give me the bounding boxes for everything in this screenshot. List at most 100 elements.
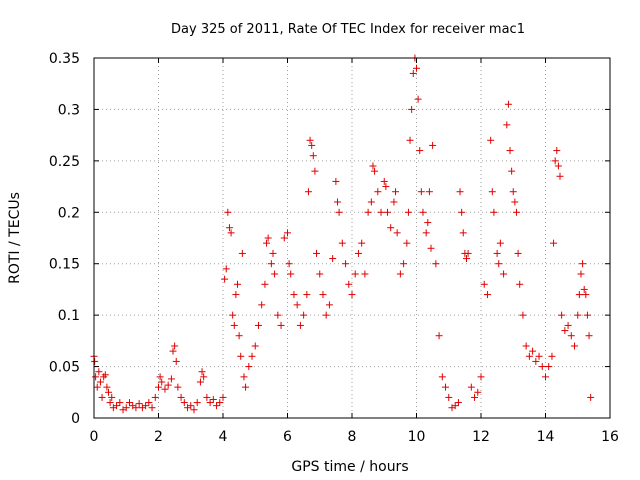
data-point [203, 393, 211, 401]
chart-title: Day 325 of 2011, Rate Of TEC Index for r… [171, 22, 525, 37]
data-point [535, 352, 543, 360]
data-point [304, 188, 312, 196]
data-point [254, 321, 262, 329]
data-point [222, 265, 230, 273]
data-point [155, 383, 162, 391]
data-point [93, 383, 101, 391]
data-point [371, 167, 379, 175]
data-point [506, 147, 514, 155]
data-point [493, 249, 501, 257]
data-point [91, 357, 99, 365]
data-point [158, 378, 166, 386]
data-point [169, 347, 177, 355]
data-point [171, 342, 179, 350]
data-point [308, 141, 316, 149]
data-point [98, 393, 106, 401]
data-point [174, 383, 182, 391]
data-point [404, 208, 412, 216]
data-point [442, 383, 450, 391]
data-point [403, 239, 411, 247]
data-point [267, 260, 275, 268]
data-point [464, 249, 472, 257]
data-point [329, 255, 337, 263]
y-axis-label: ROTI / TECUs [7, 192, 23, 284]
data-point [319, 291, 327, 299]
data-point [561, 327, 569, 335]
data-point [342, 260, 350, 268]
data-point [471, 393, 479, 401]
data-point [429, 141, 437, 149]
data-point [354, 249, 362, 257]
x-tick-label: 10 [408, 429, 426, 445]
data-point [293, 301, 301, 309]
data-point [574, 311, 582, 319]
data-point [580, 285, 588, 293]
data-point [132, 404, 140, 412]
data-point [235, 332, 243, 340]
x-tick-label: 4 [219, 429, 228, 445]
data-point [387, 224, 395, 232]
data-point [503, 121, 511, 129]
data-point [284, 229, 291, 237]
data-point [95, 368, 103, 376]
data-point [483, 291, 491, 299]
data-point [335, 208, 343, 216]
data-point [567, 332, 575, 340]
data-point [538, 363, 546, 371]
y-tick-label: 0.35 [49, 51, 80, 67]
y-tick-label: 0.05 [49, 360, 80, 376]
data-point [238, 249, 246, 257]
x-tick-label: 16 [601, 429, 619, 445]
data-point [514, 249, 522, 257]
data-point [113, 402, 121, 410]
data-point [413, 64, 420, 72]
x-tick-label: 0 [90, 429, 99, 445]
data-point [190, 406, 198, 414]
data-point [525, 352, 533, 360]
data-point [504, 100, 512, 108]
data-point [500, 270, 508, 278]
x-tick-label: 14 [537, 429, 555, 445]
data-point [358, 239, 366, 247]
data-point [582, 291, 590, 299]
data-point [148, 404, 156, 412]
data-point [516, 280, 524, 288]
axis-ticks: 0 2 4 6 8 10 12 14 16 0 0.05 0.1 0.15 0.2 0.25 0.3 0.35 [49, 51, 619, 445]
data-point [529, 347, 537, 355]
data-point [459, 229, 467, 237]
data-point [213, 402, 221, 410]
data-point [333, 198, 341, 206]
data-point [369, 162, 377, 170]
data-point [264, 234, 272, 242]
data-point [467, 383, 475, 391]
data-point [251, 342, 259, 350]
data-point [290, 291, 298, 299]
data-point [556, 172, 564, 180]
data-point [274, 311, 282, 319]
data-point [300, 311, 308, 319]
data-point [424, 219, 432, 227]
data-point [92, 373, 100, 381]
data-point [553, 147, 561, 155]
data-point [396, 270, 404, 278]
y-tick-label: 0.25 [49, 154, 80, 170]
data-point [280, 234, 288, 242]
data-point [416, 147, 424, 155]
data-point [542, 373, 549, 381]
data-point [225, 224, 233, 232]
data-point [377, 208, 385, 216]
data-point [287, 270, 295, 278]
data-point [554, 162, 562, 170]
y-tick-label: 0.3 [58, 102, 80, 118]
y-tick-label: 0.1 [58, 308, 80, 324]
data-point [458, 208, 466, 216]
data-point [380, 177, 388, 185]
data-point [435, 332, 443, 340]
data-point [487, 136, 495, 144]
data-point [545, 363, 553, 371]
data-point [414, 95, 422, 103]
data-point [585, 332, 593, 340]
data-point [142, 402, 150, 410]
data-point [348, 291, 356, 299]
